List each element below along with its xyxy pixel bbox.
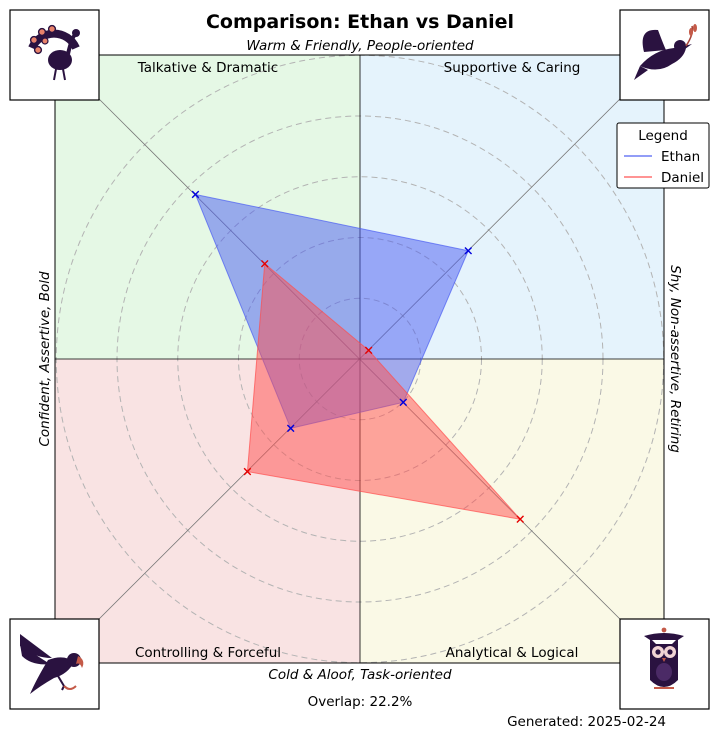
series-layer [191,190,525,524]
overlap-label: Overlap: 22.2% [308,694,413,710]
marker-ethan-2 [464,246,473,255]
plot-frame [54,54,665,664]
marker-ethan-4 [286,424,295,433]
quadrant-label-controlling: Controlling & Forceful [135,645,281,661]
quadrant-label-analytical: Analytical & Logical [446,645,579,661]
owl-icon [619,618,710,710]
legend-title: Legend [638,128,688,144]
marker-daniel-3 [516,515,525,524]
axis-label-top: Warm & Friendly, People-oriented [246,38,474,54]
chart-title: Comparison: Ethan vs Daniel [206,11,514,33]
legend-label-ethan: Ethan [661,149,700,165]
legend-label-daniel: Daniel [661,170,704,186]
eagle-icon [9,618,100,710]
peacock-icon [9,9,100,101]
axis-label-right: Shy, Non-assertive, Retiring [667,265,683,453]
marker-daniel-4 [243,467,252,476]
marker-ethan-1 [191,190,200,199]
marker-ethan-3 [399,398,408,407]
marker-daniel-2 [364,346,373,355]
dove-icon [619,9,710,101]
legend: Legend Ethan Daniel [616,122,710,189]
axis-label-bottom: Cold & Aloof, Task-oriented [268,667,452,683]
quadrant-label-supportive: Supportive & Caring [444,60,581,76]
axis-label-left: Confident, Assertive, Bold [37,271,53,447]
generated-date-label: Generated: 2025-02-24 [507,714,666,730]
marker-daniel-1 [260,259,269,268]
quadrant-label-talkative: Talkative & Dramatic [137,60,278,76]
